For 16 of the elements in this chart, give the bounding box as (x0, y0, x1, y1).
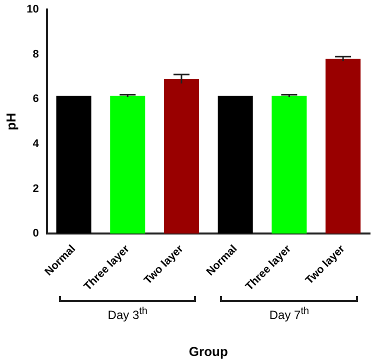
y-tick-label: 2 (32, 182, 39, 195)
y-tick-label: 6 (32, 93, 39, 106)
text: Day 3$^{th}$ (108, 306, 148, 322)
y-tick-label: 0 (32, 228, 39, 240)
bar (218, 96, 253, 234)
bar (272, 96, 307, 234)
bar (110, 96, 146, 234)
x-axis-title: Group (188, 344, 228, 359)
bar (326, 58, 361, 234)
bar (164, 79, 199, 234)
y-tick-label: 8 (32, 48, 39, 60)
text: Day 7$^{th}$ (269, 306, 310, 322)
bar (56, 96, 92, 234)
y-tick-label: 4 (32, 138, 40, 150)
y-axis-title: pH (3, 112, 18, 130)
y-tick-label: 10 (26, 4, 39, 16)
